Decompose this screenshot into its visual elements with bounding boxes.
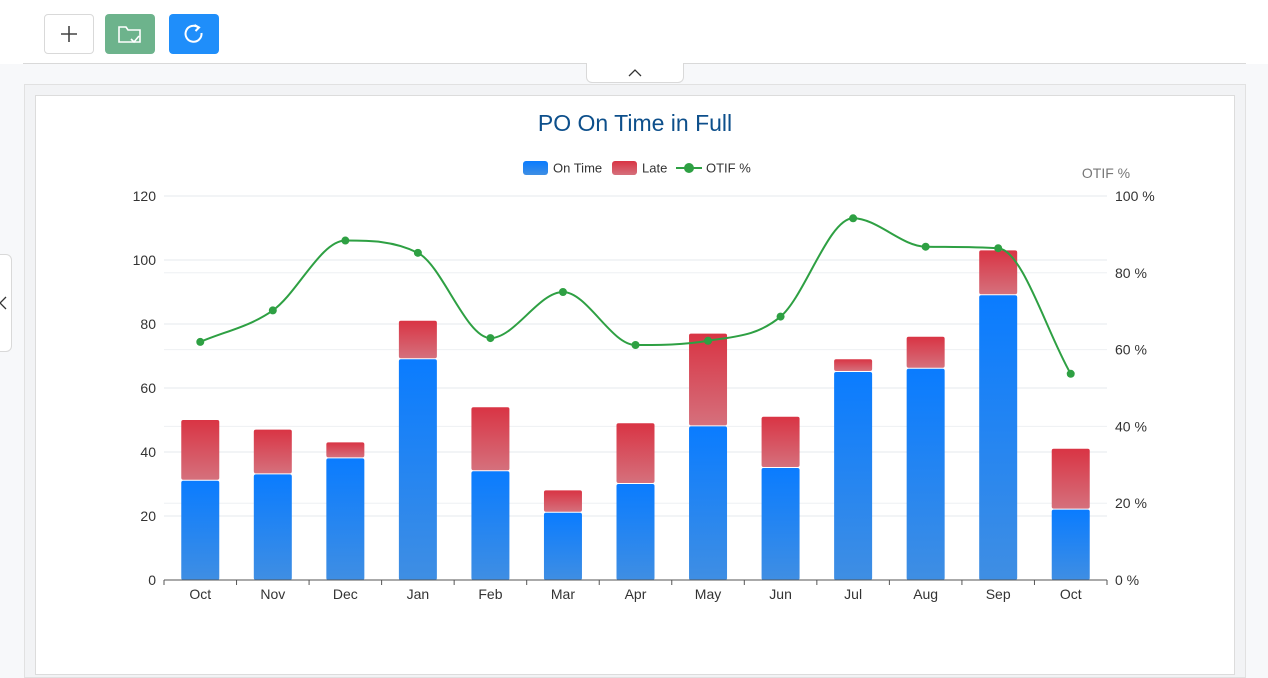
bar-late <box>979 250 1018 295</box>
bar-on-time <box>1051 509 1090 580</box>
legend-item-otif[interactable]: OTIF % <box>676 161 751 176</box>
refresh-icon <box>184 24 203 43</box>
legend-swatch-on-time <box>523 161 548 175</box>
bar-late <box>1051 448 1090 509</box>
bar-late <box>689 333 728 426</box>
otif-series <box>196 214 1075 378</box>
right-axis: 0 % 20 % 40 % 60 % 80 % 100 % <box>1115 188 1155 588</box>
bar-on-time <box>543 512 582 580</box>
otif-point <box>1066 369 1075 378</box>
left-tick-label: 40 <box>140 444 156 460</box>
bar-on-time <box>689 426 728 580</box>
otif-point <box>921 242 930 251</box>
bar-on-time <box>398 359 437 580</box>
x-tick-label: Feb <box>478 586 502 602</box>
legend-label-on-time: On Time <box>553 161 602 176</box>
right-tick-label: 20 % <box>1115 495 1147 511</box>
left-tick-label: 80 <box>140 316 156 332</box>
left-tick-label: 120 <box>133 188 157 204</box>
x-tick-label: Sep <box>986 586 1011 602</box>
bar-late <box>834 359 873 371</box>
x-tick-label: Jan <box>407 586 430 602</box>
plus-icon <box>61 26 77 42</box>
side-panel-toggle[interactable] <box>0 254 12 352</box>
otif-point <box>268 306 277 315</box>
bar-late <box>398 320 437 359</box>
chart-card: PO On Time in Full On Time Late OTIF % O… <box>35 95 1235 675</box>
left-tick-label: 0 <box>148 572 156 588</box>
x-tick-label: Oct <box>189 586 211 602</box>
open-folder-button[interactable] <box>105 14 155 54</box>
x-tick-label: Dec <box>333 586 358 602</box>
bar-late <box>181 420 220 480</box>
bar-late <box>906 336 945 368</box>
otif-point <box>486 334 495 343</box>
legend: On Time Late OTIF % <box>523 161 751 176</box>
chevron-up-icon <box>628 68 642 76</box>
left-tick-label: 20 <box>140 508 156 524</box>
bar-on-time <box>471 471 510 580</box>
legend-item-on-time[interactable]: On Time <box>523 161 602 176</box>
x-tick-label: Mar <box>551 586 575 602</box>
otif-point <box>776 312 785 321</box>
bar-late <box>761 416 800 467</box>
x-tick-label: May <box>695 586 721 602</box>
legend-label-late: Late <box>642 161 667 176</box>
legend-item-late[interactable]: Late <box>612 161 667 176</box>
refresh-button[interactable] <box>169 14 219 54</box>
right-tick-label: 0 % <box>1115 572 1139 588</box>
bars <box>181 250 1090 580</box>
legend-swatch-late <box>612 161 637 175</box>
x-tick-label: Nov <box>260 586 285 602</box>
otif-point <box>413 248 422 257</box>
x-tick-label: Jul <box>844 586 862 602</box>
otif-point <box>196 337 205 346</box>
collapse-toolbar-toggle[interactable] <box>586 63 684 83</box>
chart-title: PO On Time in Full <box>538 110 732 136</box>
bar-on-time <box>181 480 220 580</box>
bar-late <box>326 442 365 458</box>
x-tick-label: Aug <box>913 586 938 602</box>
x-tick-label: Jun <box>769 586 792 602</box>
bar-late <box>471 407 510 471</box>
otif-point <box>994 244 1003 253</box>
x-axis: Oct Nov Dec Jan Feb Mar Apr May Jun Jul Aug Sep Oct <box>163 579 1108 602</box>
left-tick-label: 60 <box>140 380 156 396</box>
otif-chart: PO On Time in Full On Time Late OTIF % O… <box>133 110 1155 602</box>
otif-point <box>558 288 567 296</box>
right-tick-label: 100 % <box>1115 188 1155 204</box>
toolbar <box>0 0 1268 64</box>
bar-late <box>543 490 582 512</box>
bar-on-time <box>761 468 800 580</box>
bar-on-time <box>834 372 873 580</box>
left-axis: 0 20 40 60 80 100 120 <box>133 188 157 588</box>
otif-point <box>849 214 858 223</box>
folder-check-icon <box>118 26 141 44</box>
x-tick-label: Oct <box>1060 586 1082 602</box>
bar-on-time <box>253 474 292 580</box>
otif-point <box>704 336 713 345</box>
right-axis-label: OTIF % <box>1082 165 1130 181</box>
x-tick-label: Apr <box>625 586 647 602</box>
right-tick-label: 80 % <box>1115 265 1147 281</box>
bar-late <box>253 429 292 474</box>
legend-marker-otif <box>684 163 694 173</box>
legend-label-otif: OTIF % <box>706 161 751 176</box>
bar-on-time <box>326 458 365 580</box>
bar-on-time <box>979 295 1018 580</box>
add-button[interactable] <box>44 14 94 54</box>
right-tick-label: 60 % <box>1115 342 1147 358</box>
otif-point <box>341 236 350 245</box>
bar-on-time <box>616 484 655 580</box>
right-tick-label: 40 % <box>1115 418 1147 434</box>
bar-late <box>616 423 655 483</box>
chevron-left-icon <box>0 296 7 310</box>
left-tick-label: 100 <box>133 252 157 268</box>
bar-on-time <box>906 368 945 580</box>
otif-point <box>631 340 640 349</box>
